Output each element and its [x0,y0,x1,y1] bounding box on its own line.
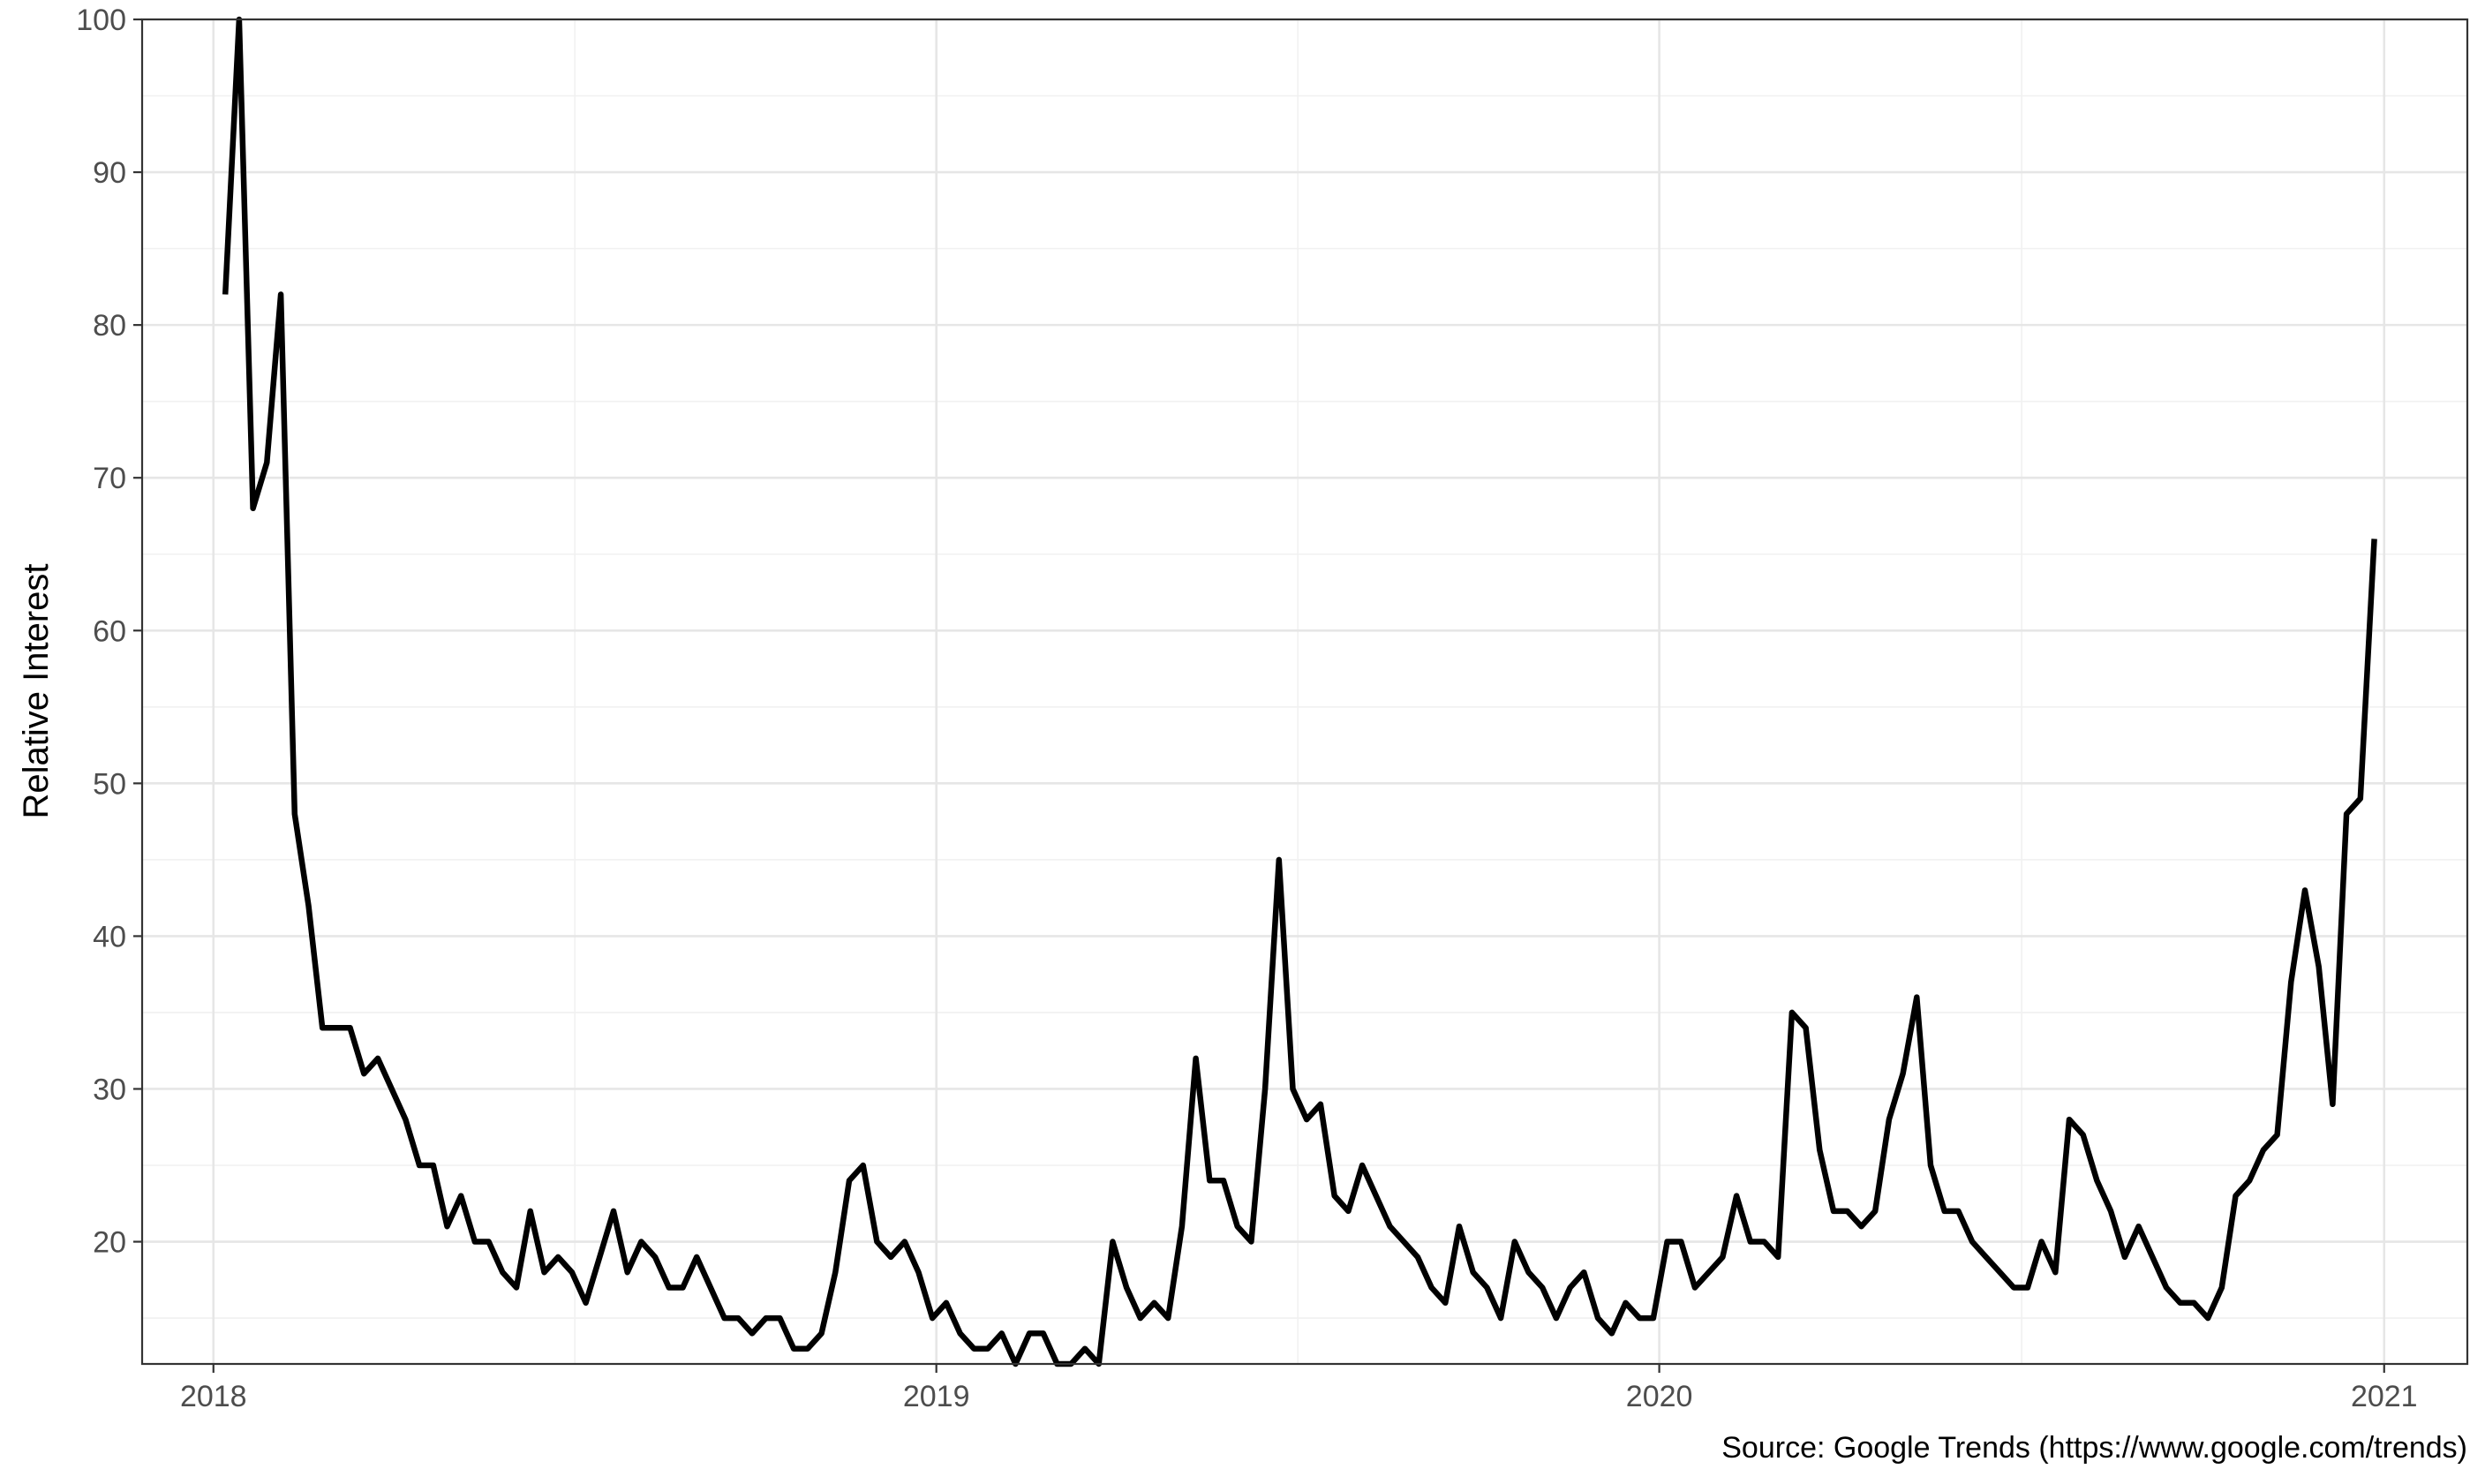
plot-panel-background [142,19,2467,1364]
major-grid-y [142,18,2467,1243]
y-axis: 20 30 40 50 60 70 80 90 100 [76,4,142,1260]
y-tick-label-60: 60 [93,614,126,648]
x-tick-label-2018: 2018 [180,1380,247,1413]
major-grid-x [212,19,2386,1364]
series-line-relative-interest [222,16,2377,1367]
x-axis: 2018 2019 2020 2021 [180,1364,2418,1413]
minor-grid-x [574,19,2022,1364]
y-tick-label-100: 100 [76,4,126,37]
y-axis-title: Relative Interest [17,563,56,818]
y-tick-label-30: 30 [93,1073,126,1106]
y-tick-label-80: 80 [93,309,126,343]
x-tick-label-2021: 2021 [2351,1380,2418,1413]
x-tick-label-2020: 2020 [1626,1380,1693,1413]
chart-caption: Source: Google Trends (https://www.googl… [1721,1431,2467,1465]
minor-grid-y [142,94,2467,1319]
y-tick-label-50: 50 [93,767,126,801]
y-tick-label-70: 70 [93,462,126,495]
plot-panel-border [140,18,2469,1366]
y-tick-label-40: 40 [93,920,126,953]
y-tick-label-90: 90 [93,156,126,190]
y-tick-label-20: 20 [93,1226,126,1260]
x-tick-label-2019: 2019 [903,1380,970,1413]
